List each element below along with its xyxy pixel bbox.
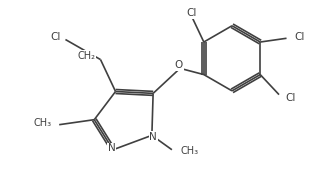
- Text: N: N: [108, 143, 116, 154]
- Text: CH₃: CH₃: [33, 118, 52, 128]
- Text: Cl: Cl: [50, 32, 60, 42]
- Text: Cl: Cl: [294, 32, 304, 42]
- Text: O: O: [175, 60, 183, 70]
- Text: Cl: Cl: [186, 8, 197, 18]
- Text: Cl: Cl: [285, 93, 296, 103]
- Text: CH₃: CH₃: [181, 146, 199, 156]
- Text: CH₂: CH₂: [78, 51, 95, 61]
- Text: N: N: [149, 132, 157, 142]
